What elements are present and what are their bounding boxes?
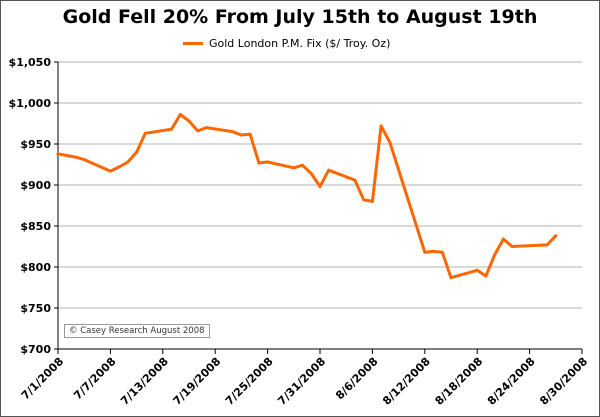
data-point xyxy=(353,178,357,182)
data-point xyxy=(510,245,514,248)
data-point xyxy=(301,163,305,167)
data-point xyxy=(239,133,243,137)
gridlines xyxy=(58,61,582,309)
data-point xyxy=(484,274,488,278)
data-point xyxy=(362,198,366,202)
series-line-path xyxy=(56,113,558,280)
x-tick-label: 8/30/2008 xyxy=(537,355,590,408)
data-point xyxy=(73,155,77,159)
x-tick-label: 8/24/2008 xyxy=(485,355,538,408)
series-line xyxy=(56,113,558,280)
y-tick-label: $800 xyxy=(20,261,51,274)
data-point xyxy=(493,253,497,257)
data-point xyxy=(178,112,182,116)
y-axis-ticks: $700 $750 $800 $850 $900 $950 $1,000 $1,050 xyxy=(9,56,58,356)
x-tick-label: 8/6/2008 xyxy=(333,355,380,402)
data-point xyxy=(231,130,235,134)
data-point xyxy=(545,243,549,247)
data-point xyxy=(248,132,252,136)
y-tick-label: $1,000 xyxy=(9,97,52,110)
x-tick-label: 7/7/2008 xyxy=(71,355,118,402)
legend-swatch xyxy=(183,41,203,45)
x-tick-label: 7/25/2008 xyxy=(223,355,276,408)
data-point xyxy=(475,268,479,272)
legend-label: Gold London P.M. Fix ($/ Troy. Oz) xyxy=(209,36,391,50)
data-point xyxy=(379,124,383,128)
data-point xyxy=(56,152,60,156)
data-point xyxy=(82,158,86,162)
data-point xyxy=(187,119,191,123)
data-point xyxy=(196,129,200,133)
data-point xyxy=(143,131,147,135)
x-tick-label: 7/13/2008 xyxy=(118,355,171,408)
data-point xyxy=(440,250,444,254)
x-tick-label: 7/19/2008 xyxy=(171,355,224,408)
y-tick-label: $750 xyxy=(20,302,51,315)
data-point xyxy=(370,199,374,203)
data-point xyxy=(108,169,112,173)
data-point xyxy=(309,172,313,176)
y-tick-label: $850 xyxy=(20,220,51,233)
data-point xyxy=(423,250,427,254)
y-tick-label: $900 xyxy=(20,179,51,192)
data-point xyxy=(388,140,392,144)
data-point xyxy=(135,150,139,154)
data-point xyxy=(170,127,174,131)
legend: Gold London P.M. Fix ($/ Troy. Oz) xyxy=(183,35,390,51)
data-point xyxy=(257,161,261,165)
data-point xyxy=(117,165,121,169)
data-points xyxy=(56,112,558,280)
x-tick-label: 8/12/2008 xyxy=(380,355,433,408)
axes xyxy=(57,62,582,350)
y-tick-label: $1,050 xyxy=(9,56,52,69)
x-tick-label: 8/18/2008 xyxy=(433,355,486,408)
data-point xyxy=(554,234,558,238)
chart-title: Gold Fell 20% From July 15th to August 1… xyxy=(62,6,538,28)
data-point xyxy=(449,276,453,280)
data-point xyxy=(65,153,69,157)
x-tick-label: 7/31/2008 xyxy=(275,355,328,408)
data-point xyxy=(501,237,505,241)
data-point xyxy=(327,168,331,172)
y-tick-label: $950 xyxy=(20,138,51,151)
copyright-annotation: © Casey Research August 2008 xyxy=(64,324,210,338)
x-axis-ticks: 7/1/2008 7/7/2008 7/13/2008 7/19/2008 7/25/2… xyxy=(19,349,590,408)
data-point xyxy=(266,160,270,164)
data-point xyxy=(432,249,436,253)
data-point xyxy=(126,160,130,164)
data-point xyxy=(318,185,322,189)
x-tick-label: 7/1/2008 xyxy=(19,355,66,402)
data-point xyxy=(204,126,208,130)
y-tick-label: $700 xyxy=(20,343,51,356)
data-point xyxy=(292,166,296,170)
